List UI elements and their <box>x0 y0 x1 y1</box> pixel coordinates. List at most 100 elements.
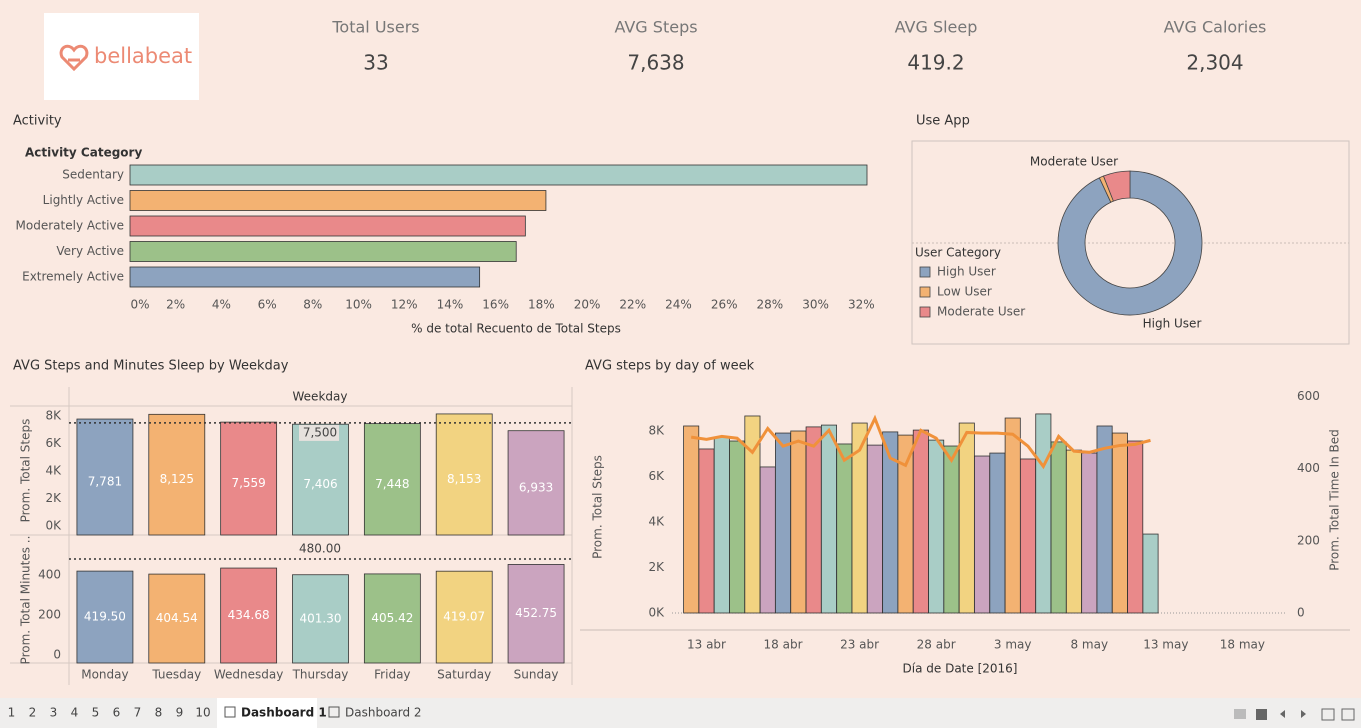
kpi-label: Total Users <box>331 18 419 37</box>
donut-slice <box>1102 170 1131 202</box>
bar <box>1142 533 1159 614</box>
logo-box <box>44 13 199 100</box>
bar <box>790 430 807 614</box>
legend-swatch <box>919 286 931 298</box>
logo-icon <box>59 44 89 72</box>
bar <box>1111 432 1128 614</box>
bar <box>1050 441 1067 614</box>
category-label: Lightly Active <box>43 193 124 207</box>
x-axis-label: Día de Date [2016] <box>903 662 1018 676</box>
y-tick-label: 0 <box>53 648 61 662</box>
bar <box>129 215 526 237</box>
value-label: 404.54 <box>156 611 198 625</box>
tab[interactable]: Dashboard 2 <box>345 706 422 720</box>
value-label: 7,781 <box>88 475 122 489</box>
x-axis-label: % de total Recuento de Total Steps <box>411 322 621 336</box>
bar <box>76 418 134 536</box>
legend-swatch <box>919 266 931 278</box>
tab[interactable]: 6 <box>113 706 121 720</box>
x-tick-label: 20% <box>574 298 601 312</box>
chart-title: Use App <box>916 114 970 129</box>
kpi-value: 419.2 <box>907 51 964 75</box>
bar <box>220 567 278 664</box>
bar <box>729 440 746 614</box>
bar <box>1065 449 1082 614</box>
bar <box>928 439 945 614</box>
bar <box>507 430 565 536</box>
bar <box>363 573 421 664</box>
tab[interactable]: 5 <box>92 706 100 720</box>
tab[interactable]: 3 <box>50 706 58 720</box>
bar <box>1127 440 1144 614</box>
y-axis-label: Prom. Total Steps <box>19 419 33 523</box>
y-axis-label: Prom. Total Minutes .. <box>19 536 33 665</box>
x-tick-label: 13 abr <box>687 638 726 652</box>
bar <box>820 424 837 614</box>
y-axis-label: Prom. Total Steps <box>591 455 605 559</box>
category-label: Moderately Active <box>16 219 124 233</box>
tab[interactable]: 9 <box>176 706 184 720</box>
x-tick-label: 13 may <box>1143 638 1188 652</box>
bar <box>148 413 206 536</box>
y-tick-label: 2K <box>45 491 62 505</box>
legend-label: High User <box>937 265 996 279</box>
bar <box>836 443 853 614</box>
y-tick-label: 0K <box>648 606 665 620</box>
tab[interactable]: 1 <box>8 706 16 720</box>
x-tick-label: 8% <box>303 298 322 312</box>
bar <box>363 423 421 536</box>
bar <box>148 573 206 664</box>
tab[interactable]: Dashboard 1 <box>241 706 327 720</box>
logo-text: bellabeat <box>94 44 192 68</box>
y-tick-label: 4K <box>648 515 665 529</box>
x-tick-label: 18 abr <box>764 638 803 652</box>
y-tick-label: 4K <box>45 464 62 478</box>
tab[interactable]: 8 <box>155 706 163 720</box>
tab-icon <box>328 706 340 718</box>
category-label: Very Active <box>56 244 124 258</box>
bar <box>129 164 868 186</box>
x-tick-label: 22% <box>619 298 646 312</box>
y2-tick-label: 600 <box>1297 389 1320 403</box>
tab[interactable]: 4 <box>71 706 79 720</box>
x-tick-label: 26% <box>711 298 738 312</box>
legend-label: Moderate User <box>937 305 1025 319</box>
tab[interactable]: 7 <box>134 706 142 720</box>
value-label: 452.75 <box>515 606 557 620</box>
y-tick-label: 2K <box>648 560 665 574</box>
y-tick-label: 6K <box>45 436 62 450</box>
tab-icon <box>224 706 236 718</box>
tab-active <box>217 698 317 728</box>
y-tick-label: 400 <box>38 568 61 582</box>
x-tick-label: 16% <box>482 298 509 312</box>
y-tick-label: 8K <box>648 424 665 438</box>
line <box>690 414 1151 470</box>
legend-label: Low User <box>937 285 992 299</box>
kpi-value: 33 <box>363 51 388 75</box>
tab[interactable]: 10 <box>195 706 210 720</box>
legend-swatch <box>919 306 931 318</box>
tab[interactable]: 2 <box>29 706 37 720</box>
bar <box>866 444 883 614</box>
bar <box>1020 458 1037 614</box>
value-label: 7,448 <box>375 477 409 491</box>
bar <box>129 266 481 288</box>
x-tick-label: Sunday <box>514 668 559 682</box>
chart-title: AVG Steps and Minutes Sleep by Weekday <box>13 359 289 374</box>
bar <box>435 570 493 664</box>
x-tick-label: 18% <box>528 298 555 312</box>
chart-title: Activity <box>13 114 62 129</box>
reference-label: 480.00 <box>299 542 341 556</box>
bar <box>683 425 700 614</box>
bar <box>943 445 960 614</box>
value-label: 434.68 <box>228 608 270 622</box>
donut-slice <box>1057 170 1203 316</box>
slice-label: Moderate User <box>1030 155 1118 169</box>
value-label: 405.42 <box>371 611 413 625</box>
category-header: Activity Category <box>25 146 142 160</box>
x-tick-label: 28 abr <box>917 638 956 652</box>
y2-axis-label: Prom. Total Time In Bed <box>1328 429 1342 571</box>
x-tick-label: 6% <box>258 298 277 312</box>
bar <box>698 448 715 614</box>
x-tick-label: Friday <box>374 668 410 682</box>
